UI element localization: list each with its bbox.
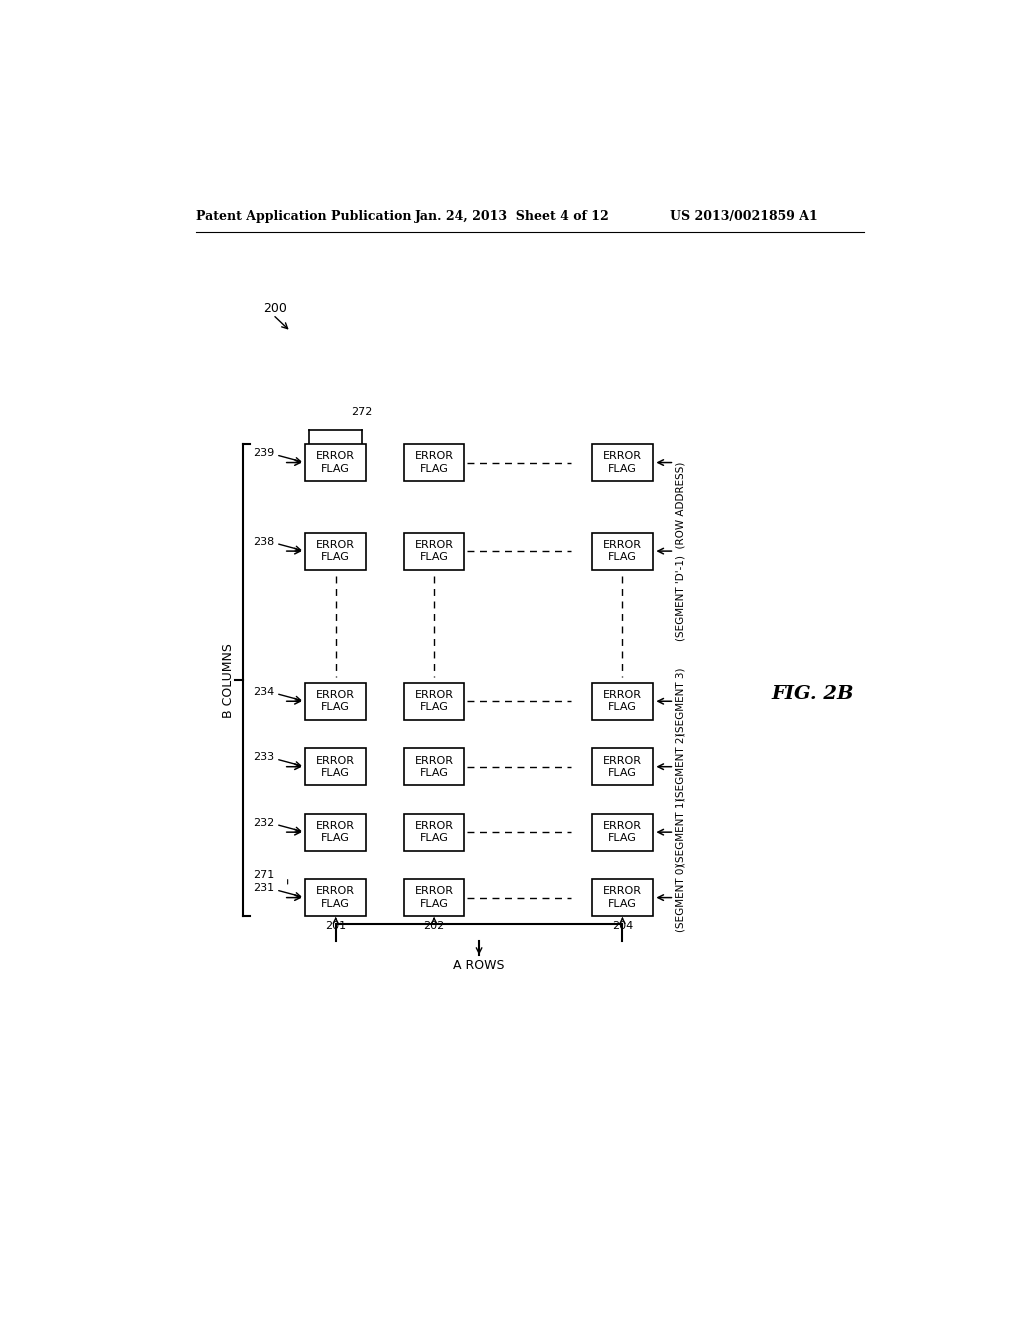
Text: 204: 204 [611,921,633,932]
FancyBboxPatch shape [305,813,366,850]
FancyBboxPatch shape [305,533,366,570]
Text: FIG. 2B: FIG. 2B [771,685,854,702]
FancyBboxPatch shape [403,748,464,785]
Text: (SEGMENT 0): (SEGMENT 0) [676,863,686,932]
Text: ERROR
FLAG: ERROR FLAG [415,821,454,843]
Text: (SEGMENT 'D'-1)  (ROW ADDRESS): (SEGMENT 'D'-1) (ROW ADDRESS) [676,462,686,640]
Text: 202: 202 [424,921,444,932]
Text: B COLUMNS: B COLUMNS [222,643,236,718]
FancyBboxPatch shape [592,682,652,719]
FancyBboxPatch shape [592,748,652,785]
FancyBboxPatch shape [592,879,652,916]
FancyBboxPatch shape [592,533,652,570]
Text: 200: 200 [263,302,288,315]
Text: ERROR
FLAG: ERROR FLAG [316,821,355,843]
Text: 272: 272 [351,407,373,417]
Text: ERROR
FLAG: ERROR FLAG [603,755,642,777]
Text: ERROR
FLAG: ERROR FLAG [603,887,642,908]
FancyBboxPatch shape [592,813,652,850]
Text: ERROR
FLAG: ERROR FLAG [415,690,454,713]
Text: 201: 201 [326,921,346,932]
Text: (SEGMENT 3): (SEGMENT 3) [676,667,686,735]
Text: ERROR
FLAG: ERROR FLAG [316,887,355,908]
FancyBboxPatch shape [592,444,652,480]
Text: (SEGMENT 1): (SEGMENT 1) [676,797,686,866]
Text: 232: 232 [253,818,274,828]
Text: 233: 233 [253,752,274,763]
Text: Jan. 24, 2013  Sheet 4 of 12: Jan. 24, 2013 Sheet 4 of 12 [415,210,609,223]
Text: ERROR
FLAG: ERROR FLAG [316,540,355,562]
Text: ERROR
FLAG: ERROR FLAG [415,451,454,474]
FancyBboxPatch shape [403,879,464,916]
Text: ERROR
FLAG: ERROR FLAG [603,821,642,843]
Text: (SEGMENT 2): (SEGMENT 2) [676,733,686,801]
Text: 238: 238 [253,537,274,546]
Text: Patent Application Publication: Patent Application Publication [197,210,412,223]
Text: 239: 239 [253,449,274,458]
FancyBboxPatch shape [403,533,464,570]
FancyBboxPatch shape [305,682,366,719]
Text: 231: 231 [253,883,274,894]
Text: ERROR
FLAG: ERROR FLAG [603,690,642,713]
FancyBboxPatch shape [305,444,366,480]
FancyBboxPatch shape [403,444,464,480]
FancyBboxPatch shape [305,879,366,916]
Text: A ROWS: A ROWS [454,958,505,972]
Text: 271: 271 [253,870,274,879]
Text: ERROR
FLAG: ERROR FLAG [603,540,642,562]
Text: 234: 234 [253,686,274,697]
FancyBboxPatch shape [403,813,464,850]
FancyBboxPatch shape [403,682,464,719]
Text: ERROR
FLAG: ERROR FLAG [316,451,355,474]
Text: ERROR
FLAG: ERROR FLAG [415,755,454,777]
FancyBboxPatch shape [305,748,366,785]
Text: ERROR
FLAG: ERROR FLAG [316,690,355,713]
Text: ERROR
FLAG: ERROR FLAG [316,755,355,777]
Text: ERROR
FLAG: ERROR FLAG [603,451,642,474]
Text: US 2013/0021859 A1: US 2013/0021859 A1 [671,210,818,223]
Text: ERROR
FLAG: ERROR FLAG [415,540,454,562]
Text: ERROR
FLAG: ERROR FLAG [415,887,454,908]
